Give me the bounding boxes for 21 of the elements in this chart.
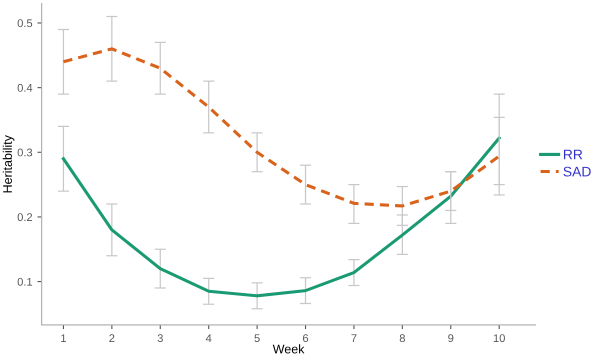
- x-tick-label: 6: [302, 334, 308, 342]
- line-series: [62, 136, 501, 298]
- x-axis-title: Week: [272, 344, 304, 354]
- x-tick-label: 5: [254, 334, 260, 342]
- x-tick-label: 2: [109, 334, 114, 342]
- x-tick-label: 4: [206, 334, 212, 342]
- y-tick-label: 0.3: [18, 148, 32, 156]
- line-series: [62, 47, 501, 208]
- y-tick-label: 0.1: [18, 278, 32, 286]
- x-tick-label: 8: [400, 334, 405, 342]
- y-axis-title: Heritability: [2, 135, 14, 192]
- y-tick-label: 0.5: [18, 19, 32, 28]
- x-tick-label: 10: [494, 334, 505, 342]
- x-tick-label: 7: [351, 334, 356, 342]
- y-tick-label: 0.4: [18, 84, 32, 92]
- legend-label: SAD: [563, 166, 591, 177]
- x-tick-label: 9: [448, 334, 454, 342]
- legend-label: RR: [564, 150, 582, 160]
- y-tick-label: 0.2: [18, 213, 32, 222]
- x-tick-label: 1: [61, 334, 66, 342]
- x-tick-label: 3: [158, 334, 163, 342]
